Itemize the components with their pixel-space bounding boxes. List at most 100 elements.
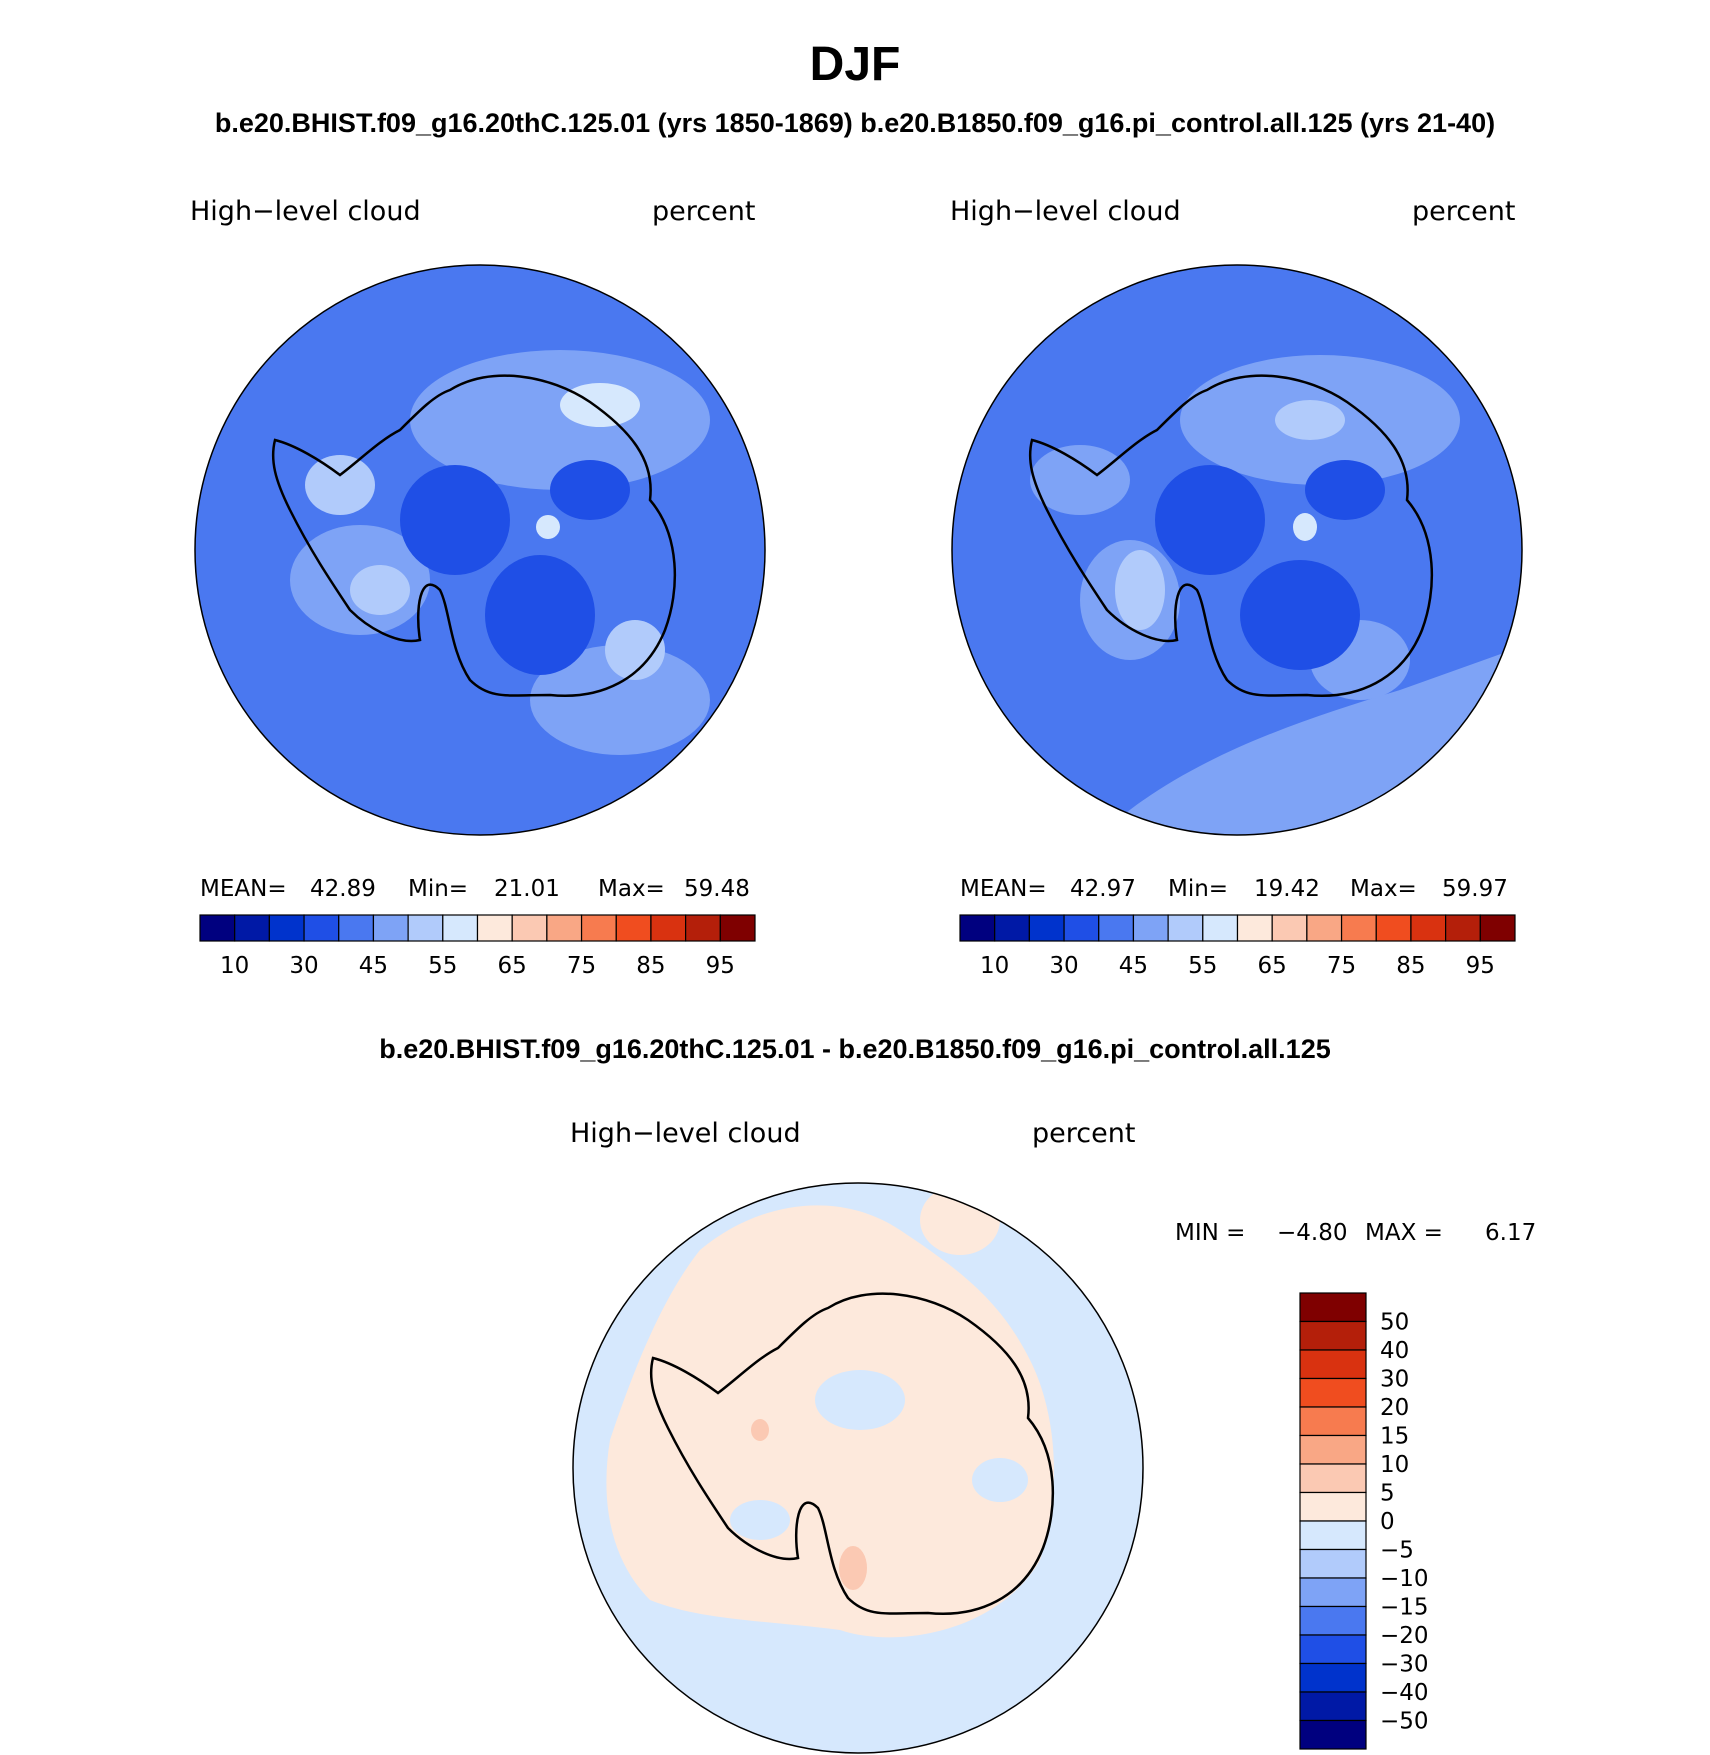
diff-header: b.e20.BHIST.f09_g16.20thC.125.01 - b.e20… xyxy=(379,1034,1330,1064)
panel-a-colorbar-swatch xyxy=(719,914,756,942)
panel-b-colorbar-swatch xyxy=(1132,914,1169,942)
panel-c-colorbar-swatch xyxy=(1299,1406,1367,1437)
panel-b-colorbar-tick-label: 75 xyxy=(1327,953,1356,979)
panel-b-colorbar-tick-label: 95 xyxy=(1466,953,1495,979)
panel-b-max-label: Max= xyxy=(1350,876,1417,902)
panel-c-colorbar-swatch xyxy=(1299,1377,1367,1408)
panel-c-colorbar-tick-label: −20 xyxy=(1380,1623,1429,1649)
panel-a-min-label: Min= xyxy=(408,876,468,902)
panel-b-colorbar-swatch xyxy=(1375,914,1412,942)
panel-c-colorbar-swatch xyxy=(1299,1320,1367,1351)
panel-c-min: −4.80 xyxy=(1277,1220,1347,1246)
panel-a-min: 21.01 xyxy=(494,876,560,902)
panel-a-colorbar-tick-label: 30 xyxy=(289,953,318,979)
panel-b-colorbar-tick-label: 85 xyxy=(1396,953,1425,979)
panel-c-colorbar-swatch xyxy=(1299,1349,1367,1380)
panel-c-colorbar-tick-label: −50 xyxy=(1380,1709,1429,1735)
panel-b-colorbar-tick-label: 65 xyxy=(1258,953,1287,979)
panel-c-min-label: MIN = xyxy=(1175,1220,1245,1246)
panel-a-mean-label: MEAN= xyxy=(200,876,287,902)
panel-b-colorbar-swatch xyxy=(1271,914,1308,942)
panel-c-colorbar-swatch xyxy=(1299,1491,1367,1522)
panel-b-colorbar-tick-label: 30 xyxy=(1049,953,1078,979)
panel-c-colorbar-swatch xyxy=(1299,1719,1367,1750)
panel-b-colorbar-swatch xyxy=(994,914,1030,942)
panel-a-units: percent xyxy=(652,196,755,227)
panel-a-colorbar-swatch xyxy=(372,914,409,942)
panel-b-map xyxy=(952,265,1522,835)
panel-b-variable: High−level cloud xyxy=(950,196,1181,227)
panel-a-mean: 42.89 xyxy=(310,876,376,902)
panel-a-max: 59.48 xyxy=(684,876,750,902)
panel-c-colorbar-swatch xyxy=(1299,1434,1367,1465)
panel-b-units: percent xyxy=(1412,196,1515,227)
panel-a-colorbar-swatch xyxy=(442,914,479,942)
panel-c-colorbar-swatch xyxy=(1299,1634,1367,1665)
panel-a-colorbar-swatch xyxy=(303,914,340,942)
panel-a-colorbar-swatch xyxy=(234,914,270,942)
panel-b-colorbar-swatch xyxy=(1306,914,1343,942)
panel-c-colorbar-tick-label: −15 xyxy=(1380,1595,1429,1621)
panel-b-colorbar-swatch xyxy=(1063,914,1100,942)
panel-c-colorbar-swatch xyxy=(1299,1463,1367,1494)
panel-b-colorbar-swatch xyxy=(1445,914,1481,942)
panel-a-colorbar-swatch xyxy=(199,914,236,942)
panel-c-colorbar-tick-label: 5 xyxy=(1380,1481,1395,1507)
panel-c-colorbar-tick-label: 50 xyxy=(1380,1310,1409,1336)
case-header: b.e20.BHIST.f09_g16.20thC.125.01 (yrs 18… xyxy=(215,108,1495,138)
panel-a-variable: High−level cloud xyxy=(190,196,421,227)
panel-b-colorbar-swatch xyxy=(1098,914,1135,942)
panel-a-colorbar-tick-label: 10 xyxy=(220,953,249,979)
panel-b-colorbar-swatch xyxy=(1202,914,1239,942)
panel-a-colorbar-tick-label: 55 xyxy=(428,953,457,979)
panel-c-colorbar-tick-label: −10 xyxy=(1380,1566,1429,1592)
panel-a: High−level cloud percent MEAN= 42.89 Min… xyxy=(190,196,766,979)
panel-c-colorbar-swatch xyxy=(1299,1662,1367,1693)
panel-b-mean: 42.97 xyxy=(1070,876,1136,902)
panel-b-colorbar: 10 30 45 55 65 75 85 95 xyxy=(959,914,1516,979)
panel-c-colorbar-tick-label: −40 xyxy=(1380,1680,1429,1706)
panel-c-colorbar-swatch xyxy=(1299,1605,1367,1636)
panel-c-colorbar-tick-label: −5 xyxy=(1380,1538,1414,1564)
panel-c-variable: High−level cloud xyxy=(570,1118,801,1149)
panel-a-colorbar-swatch xyxy=(546,914,583,942)
panel-c-colorbar-tick-label: 0 xyxy=(1380,1509,1395,1535)
panel-b-colorbar-swatch xyxy=(1410,914,1447,942)
panel-b-min-label: Min= xyxy=(1168,876,1228,902)
panel-b-max: 59.97 xyxy=(1442,876,1508,902)
panel-c-colorbar-tick-label: 10 xyxy=(1380,1452,1409,1478)
panel-b-min: 19.42 xyxy=(1254,876,1320,902)
panel-b-colorbar-tick-label: 55 xyxy=(1188,953,1217,979)
panel-c-colorbar-tick-label: −30 xyxy=(1380,1652,1429,1678)
panel-b: High−level cloud percent MEAN= 42.97 Min… xyxy=(950,196,1523,979)
panel-b-colorbar-tick-label: 10 xyxy=(980,953,1009,979)
panel-a-colorbar-swatch xyxy=(580,914,617,942)
panel-a-map xyxy=(195,265,765,835)
panel-a-max-label: Max= xyxy=(598,876,665,902)
panel-b-mean-label: MEAN= xyxy=(960,876,1047,902)
panel-b-colorbar-swatch xyxy=(959,914,996,942)
panel-c-colorbar-swatch xyxy=(1299,1691,1367,1722)
panel-a-colorbar-tick-label: 85 xyxy=(636,953,665,979)
panel-c-colorbar-tick-label: 30 xyxy=(1380,1367,1409,1393)
panel-a-colorbar-tick-label: 45 xyxy=(359,953,388,979)
panel-a-colorbar-tick-label: 75 xyxy=(567,953,596,979)
panel-c-colorbar-swatch xyxy=(1299,1577,1367,1608)
panel-c-colorbar-tick-label: 15 xyxy=(1380,1424,1409,1450)
panel-c: High−level cloud percent MIN = −4.80 MAX… xyxy=(570,1118,1536,1754)
panel-b-colorbar-tick-label: 45 xyxy=(1119,953,1148,979)
panel-a-colorbar-swatch xyxy=(338,914,375,942)
panel-c-max: 6.17 xyxy=(1485,1220,1536,1246)
panel-b-colorbar-swatch xyxy=(1340,914,1377,942)
panel-b-colorbar-swatch xyxy=(1028,914,1065,942)
panel-c-max-label: MAX = xyxy=(1365,1220,1443,1246)
panel-a-colorbar: 10 30 45 55 65 75 85 95 xyxy=(199,914,756,979)
figure-title: DJF xyxy=(810,38,901,91)
panel-b-colorbar-swatch xyxy=(1167,914,1204,942)
panel-a-colorbar-swatch xyxy=(268,914,305,942)
panel-a-colorbar-tick-label: 95 xyxy=(706,953,735,979)
panel-a-colorbar-swatch xyxy=(511,914,548,942)
panel-b-colorbar-swatch xyxy=(1479,914,1516,942)
